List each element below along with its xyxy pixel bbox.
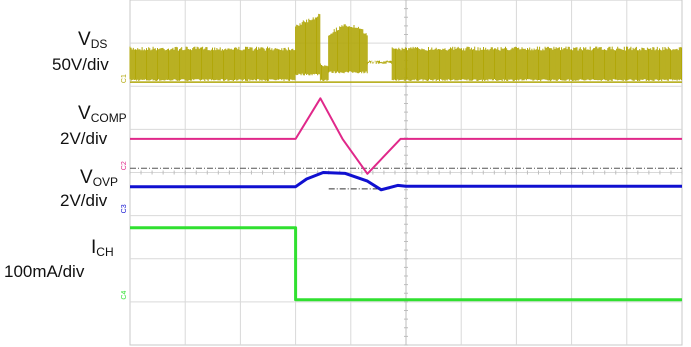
ch1-segment-1 xyxy=(129,46,296,82)
ch1-tag: C1 xyxy=(121,74,128,83)
ch3-label: VOVP xyxy=(80,167,119,189)
ch4-trace xyxy=(130,226,682,302)
ch2-trace xyxy=(130,97,682,175)
ch2-tag: C2 xyxy=(121,161,128,170)
waveform-traces xyxy=(129,13,682,302)
ch1-scale-label: 50V/div xyxy=(52,55,109,74)
channel-tags: C1 C2 C3 C4 xyxy=(121,74,128,300)
ch1-segment-3 xyxy=(319,63,329,81)
ch4-scale-label: 100mA/div xyxy=(4,262,85,281)
ch3-trace xyxy=(130,171,682,192)
ch1-segment-6 xyxy=(391,46,682,82)
ch3-scale-label: 2V/div xyxy=(60,191,108,210)
ch3-tag: C3 xyxy=(121,204,128,213)
ch1-segment-2 xyxy=(295,13,321,76)
ch1-segment-5 xyxy=(366,60,393,65)
ch4-label: ICH xyxy=(91,237,114,259)
ch1-label: VDS xyxy=(78,29,108,51)
ch2-label: VCOMP xyxy=(78,103,127,125)
ch2-scale-label: 2V/div xyxy=(60,129,108,148)
ch4-tag: C4 xyxy=(121,291,128,300)
ch1-segment-4 xyxy=(328,24,368,74)
